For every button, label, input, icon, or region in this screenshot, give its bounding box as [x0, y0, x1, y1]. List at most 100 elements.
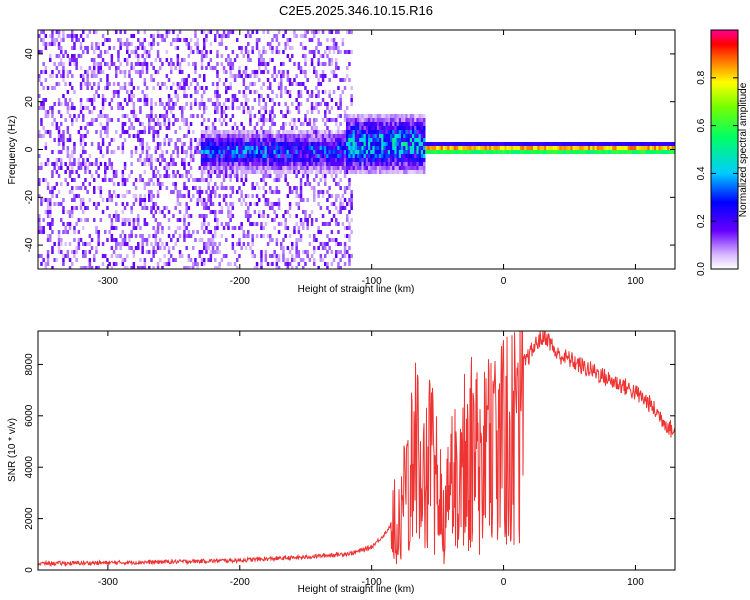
spectrogram-cell	[196, 82, 199, 86]
spectrogram-cell	[357, 146, 360, 150]
spectrogram-cell	[132, 222, 136, 226]
snr-series-line	[38, 331, 675, 568]
spectrogram-cell	[583, 142, 587, 146]
spectrogram-cell	[203, 202, 206, 206]
spectrogram-cell	[86, 86, 89, 90]
spectrogram-cell	[416, 166, 419, 170]
spectrogram-cell	[381, 114, 384, 118]
spectrogram-cell	[282, 126, 285, 130]
spectrogram-cell	[280, 86, 283, 90]
spectrogram-cell	[163, 106, 166, 110]
spectrogram-cell	[321, 166, 325, 170]
spectrogram-cell	[49, 238, 52, 242]
spectrogram-cell	[310, 62, 314, 66]
spectrogram-cell	[563, 146, 567, 150]
spectrogram-cell	[93, 258, 96, 262]
spectrogram-cell	[346, 162, 349, 166]
spectrogram-cell	[73, 34, 76, 38]
spectrogram-cell	[233, 58, 237, 62]
spectrogram-cell	[299, 178, 303, 182]
spectrogram-cell	[636, 146, 639, 150]
spectrogram-cell	[552, 150, 556, 154]
spectrogram-cell	[310, 254, 314, 258]
spectrogram-cell	[297, 150, 301, 154]
spectrogram-cell	[115, 174, 118, 178]
spectrogram-cell	[145, 50, 149, 54]
spectrogram-cell	[361, 146, 364, 150]
spectrogram-cell	[275, 154, 279, 158]
spectrogram-cell	[412, 158, 415, 162]
spectrogram-cell	[71, 206, 74, 210]
spectrogram-cell	[295, 266, 298, 269]
spectrogram-cell	[255, 154, 259, 158]
spectrogram-cell	[315, 170, 318, 174]
spectrogram-cell	[328, 138, 331, 142]
spectrogram-cell	[148, 234, 151, 238]
spectrogram-cell	[348, 178, 351, 182]
spectrogram-cell	[302, 170, 305, 174]
spectrogram-cell	[330, 30, 334, 34]
spectrogram-cell	[64, 242, 67, 246]
spectrogram-cell	[341, 202, 345, 206]
spectrogram-cell	[57, 42, 61, 46]
spectrogram-cell	[332, 134, 336, 138]
spectrogram-cell	[266, 42, 270, 46]
spectrogram-cell	[277, 142, 281, 146]
spectrogram-cell	[88, 66, 92, 70]
spectrogram-cell	[370, 130, 373, 134]
spectrogram-cell	[335, 194, 338, 198]
spectrogram-cell	[357, 134, 360, 138]
spectrogram-cell	[321, 170, 325, 174]
spectrogram-cell	[350, 198, 353, 202]
spectrogram-cell	[194, 138, 197, 142]
spectrogram-cell	[178, 82, 182, 86]
spectrogram-cell	[288, 162, 292, 166]
spectrogram-cell	[442, 146, 446, 150]
spectrogram-cell	[392, 122, 395, 126]
spectrogram-cell	[249, 246, 252, 250]
spectrogram-cell	[264, 190, 268, 194]
spectrogram-cell	[310, 186, 314, 190]
spectrogram-cell	[134, 134, 138, 138]
spectrogram-cell	[337, 154, 340, 158]
spectrogram-cell	[319, 102, 323, 106]
spectrogram-cell	[381, 142, 384, 146]
spectrogram-cell	[396, 122, 400, 126]
spectrogram-cell	[90, 266, 94, 269]
spectrogram-cell	[141, 150, 144, 154]
spectrogram-cell	[183, 226, 186, 230]
spectrogram-cell	[121, 130, 125, 134]
spectrogram-cell	[321, 150, 325, 154]
spectrogram-cell	[185, 174, 188, 178]
spectrogram-cell	[328, 58, 331, 62]
spectrogram-cell	[412, 138, 415, 142]
spectrogram-cell	[357, 166, 360, 170]
spectrogram-cell	[159, 162, 162, 166]
spectrogram-cell	[222, 226, 226, 230]
spectrogram-cell	[266, 166, 270, 170]
spectrogram-cell	[357, 162, 360, 166]
spectrogram-cell	[187, 258, 191, 262]
spectrogram-cell	[152, 246, 155, 250]
spectrogram-cell	[229, 170, 232, 174]
spectrogram-cell	[350, 170, 353, 174]
spectrogram-cell	[302, 142, 305, 146]
spectrogram-cell	[271, 122, 274, 126]
spectrogram-cell	[161, 210, 164, 214]
spectrogram-cell	[275, 46, 279, 50]
spectrogram-cell	[282, 158, 285, 162]
spectrogram-cell	[354, 126, 358, 130]
spectrogram-cell	[420, 162, 424, 166]
spectrogram-cell	[363, 118, 367, 122]
spectrogram-cell	[354, 150, 358, 154]
spectrogram-cell	[247, 86, 250, 90]
spectrogram-cell	[200, 66, 204, 70]
spectrogram-cell	[86, 122, 89, 126]
spectrogram-cell	[242, 126, 246, 130]
spectrogram-cell	[407, 170, 411, 174]
spectrogram-cell	[350, 98, 353, 102]
spectrogram-cell	[295, 162, 298, 166]
spectrogram-cell	[491, 142, 494, 146]
spectrogram-cell	[335, 254, 338, 258]
